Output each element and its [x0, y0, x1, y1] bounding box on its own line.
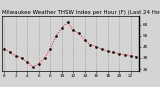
- Text: Milwaukee Weather THSW Index per Hour (F) (Last 24 Hours): Milwaukee Weather THSW Index per Hour (F…: [2, 10, 160, 15]
